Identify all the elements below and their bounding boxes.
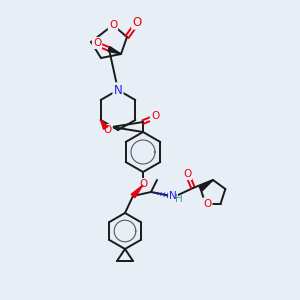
Text: H: H <box>175 194 183 204</box>
Text: O: O <box>151 111 159 121</box>
Polygon shape <box>101 120 108 129</box>
Polygon shape <box>199 180 213 191</box>
Text: O: O <box>103 125 112 135</box>
Polygon shape <box>108 47 121 54</box>
Text: O: O <box>132 16 142 28</box>
Text: O: O <box>109 20 117 30</box>
Text: N: N <box>114 83 122 97</box>
Text: O: O <box>183 169 191 179</box>
Text: O: O <box>203 199 212 208</box>
Polygon shape <box>131 185 143 198</box>
Text: N: N <box>169 191 177 201</box>
Text: O: O <box>93 38 101 48</box>
Text: O: O <box>139 179 147 189</box>
